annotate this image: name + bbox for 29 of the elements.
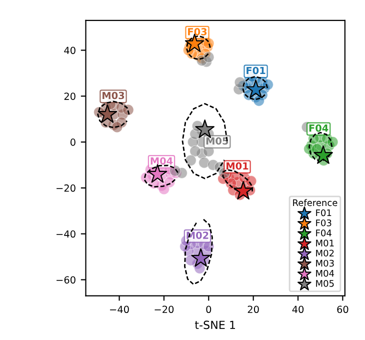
- legend-label: M02: [316, 250, 334, 257]
- y-tick-label: −40: [56, 230, 76, 238]
- annotation: M05: [206, 137, 228, 145]
- annotation: M03: [102, 92, 124, 100]
- legend-label: M01: [316, 240, 334, 246]
- y-tick-label: 40: [64, 46, 76, 54]
- annotation: F04: [309, 124, 328, 132]
- legend-label: F01: [316, 209, 332, 216]
- annotation: M01: [226, 162, 248, 170]
- annotation: M04: [150, 157, 173, 165]
- legend-label: M03: [316, 260, 334, 267]
- annotation: F03: [188, 28, 207, 36]
- y-tick-label: −60: [56, 276, 76, 284]
- legend-label: F04: [316, 230, 332, 236]
- x-tick-label: −40: [110, 306, 129, 314]
- x-tick-label: 60: [337, 306, 348, 314]
- annotation: F01: [246, 66, 266, 74]
- y-tick-label: 20: [64, 92, 76, 100]
- x-tick-label: 20: [248, 306, 259, 314]
- y-tick-label: −20: [56, 184, 76, 192]
- legend-title: Reference: [293, 199, 338, 206]
- legend-label: M05: [316, 280, 334, 287]
- x-tick-label: 0: [206, 306, 212, 314]
- x-tick-label: 40: [292, 306, 304, 314]
- legend-label: M04: [316, 270, 334, 277]
- legend-label: F03: [316, 219, 332, 226]
- x-axis-title: t-SNE 1: [194, 320, 235, 330]
- y-tick-label: 0: [70, 138, 76, 146]
- x-tick-label: −20: [154, 306, 174, 314]
